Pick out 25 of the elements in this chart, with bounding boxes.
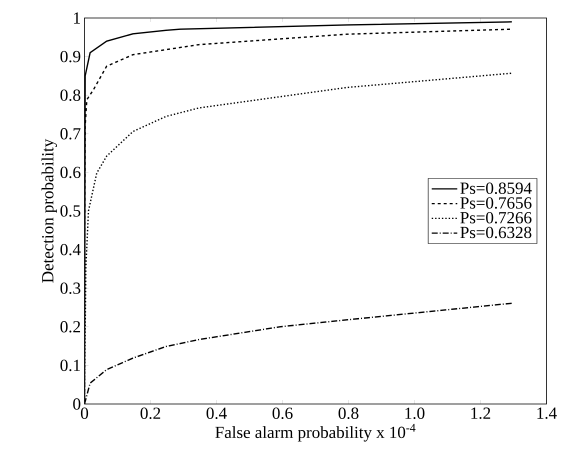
x-tick-label: 1.0 [405,408,424,420]
legend-label: Ps=0.8594 [460,182,532,194]
legend-label: Ps=0.7266 [460,212,532,224]
y-tick-label: 0.1 [60,360,80,372]
y-axis-title: Detection probability [42,138,57,283]
x-tick-label: 1.2 [471,408,490,419]
y-tick-label: 0.7 [60,128,80,140]
y-tick-label: 0 [73,398,80,410]
legend-label: Ps=0.6328 [460,226,532,238]
y-tick-label: 0.5 [60,205,80,217]
y-tick-label: 0.8 [60,89,80,101]
y-tick-label: 0.3 [60,282,80,294]
y-tick-label: 0.4 [60,244,81,256]
y-tick-label: 0.9 [60,50,80,62]
legend-label: Ps=0.7656 [460,197,532,209]
y-tick-label: 0.6 [60,166,80,178]
y-tick-label: 1 [74,12,80,24]
y-tick-label: 0.2 [60,321,80,333]
x-tick-label: 1.4 [537,408,557,419]
x-tick-label: 0.6 [272,408,293,420]
x-tick-label: 0.8 [338,408,358,420]
x-tick-label: 0.2 [140,408,160,420]
x-tick-label: 0.4 [206,408,227,420]
x-axis-title: False alarm probability x 10$^{-4}$ [215,424,416,442]
x-tick-label: 0 [80,408,88,419]
